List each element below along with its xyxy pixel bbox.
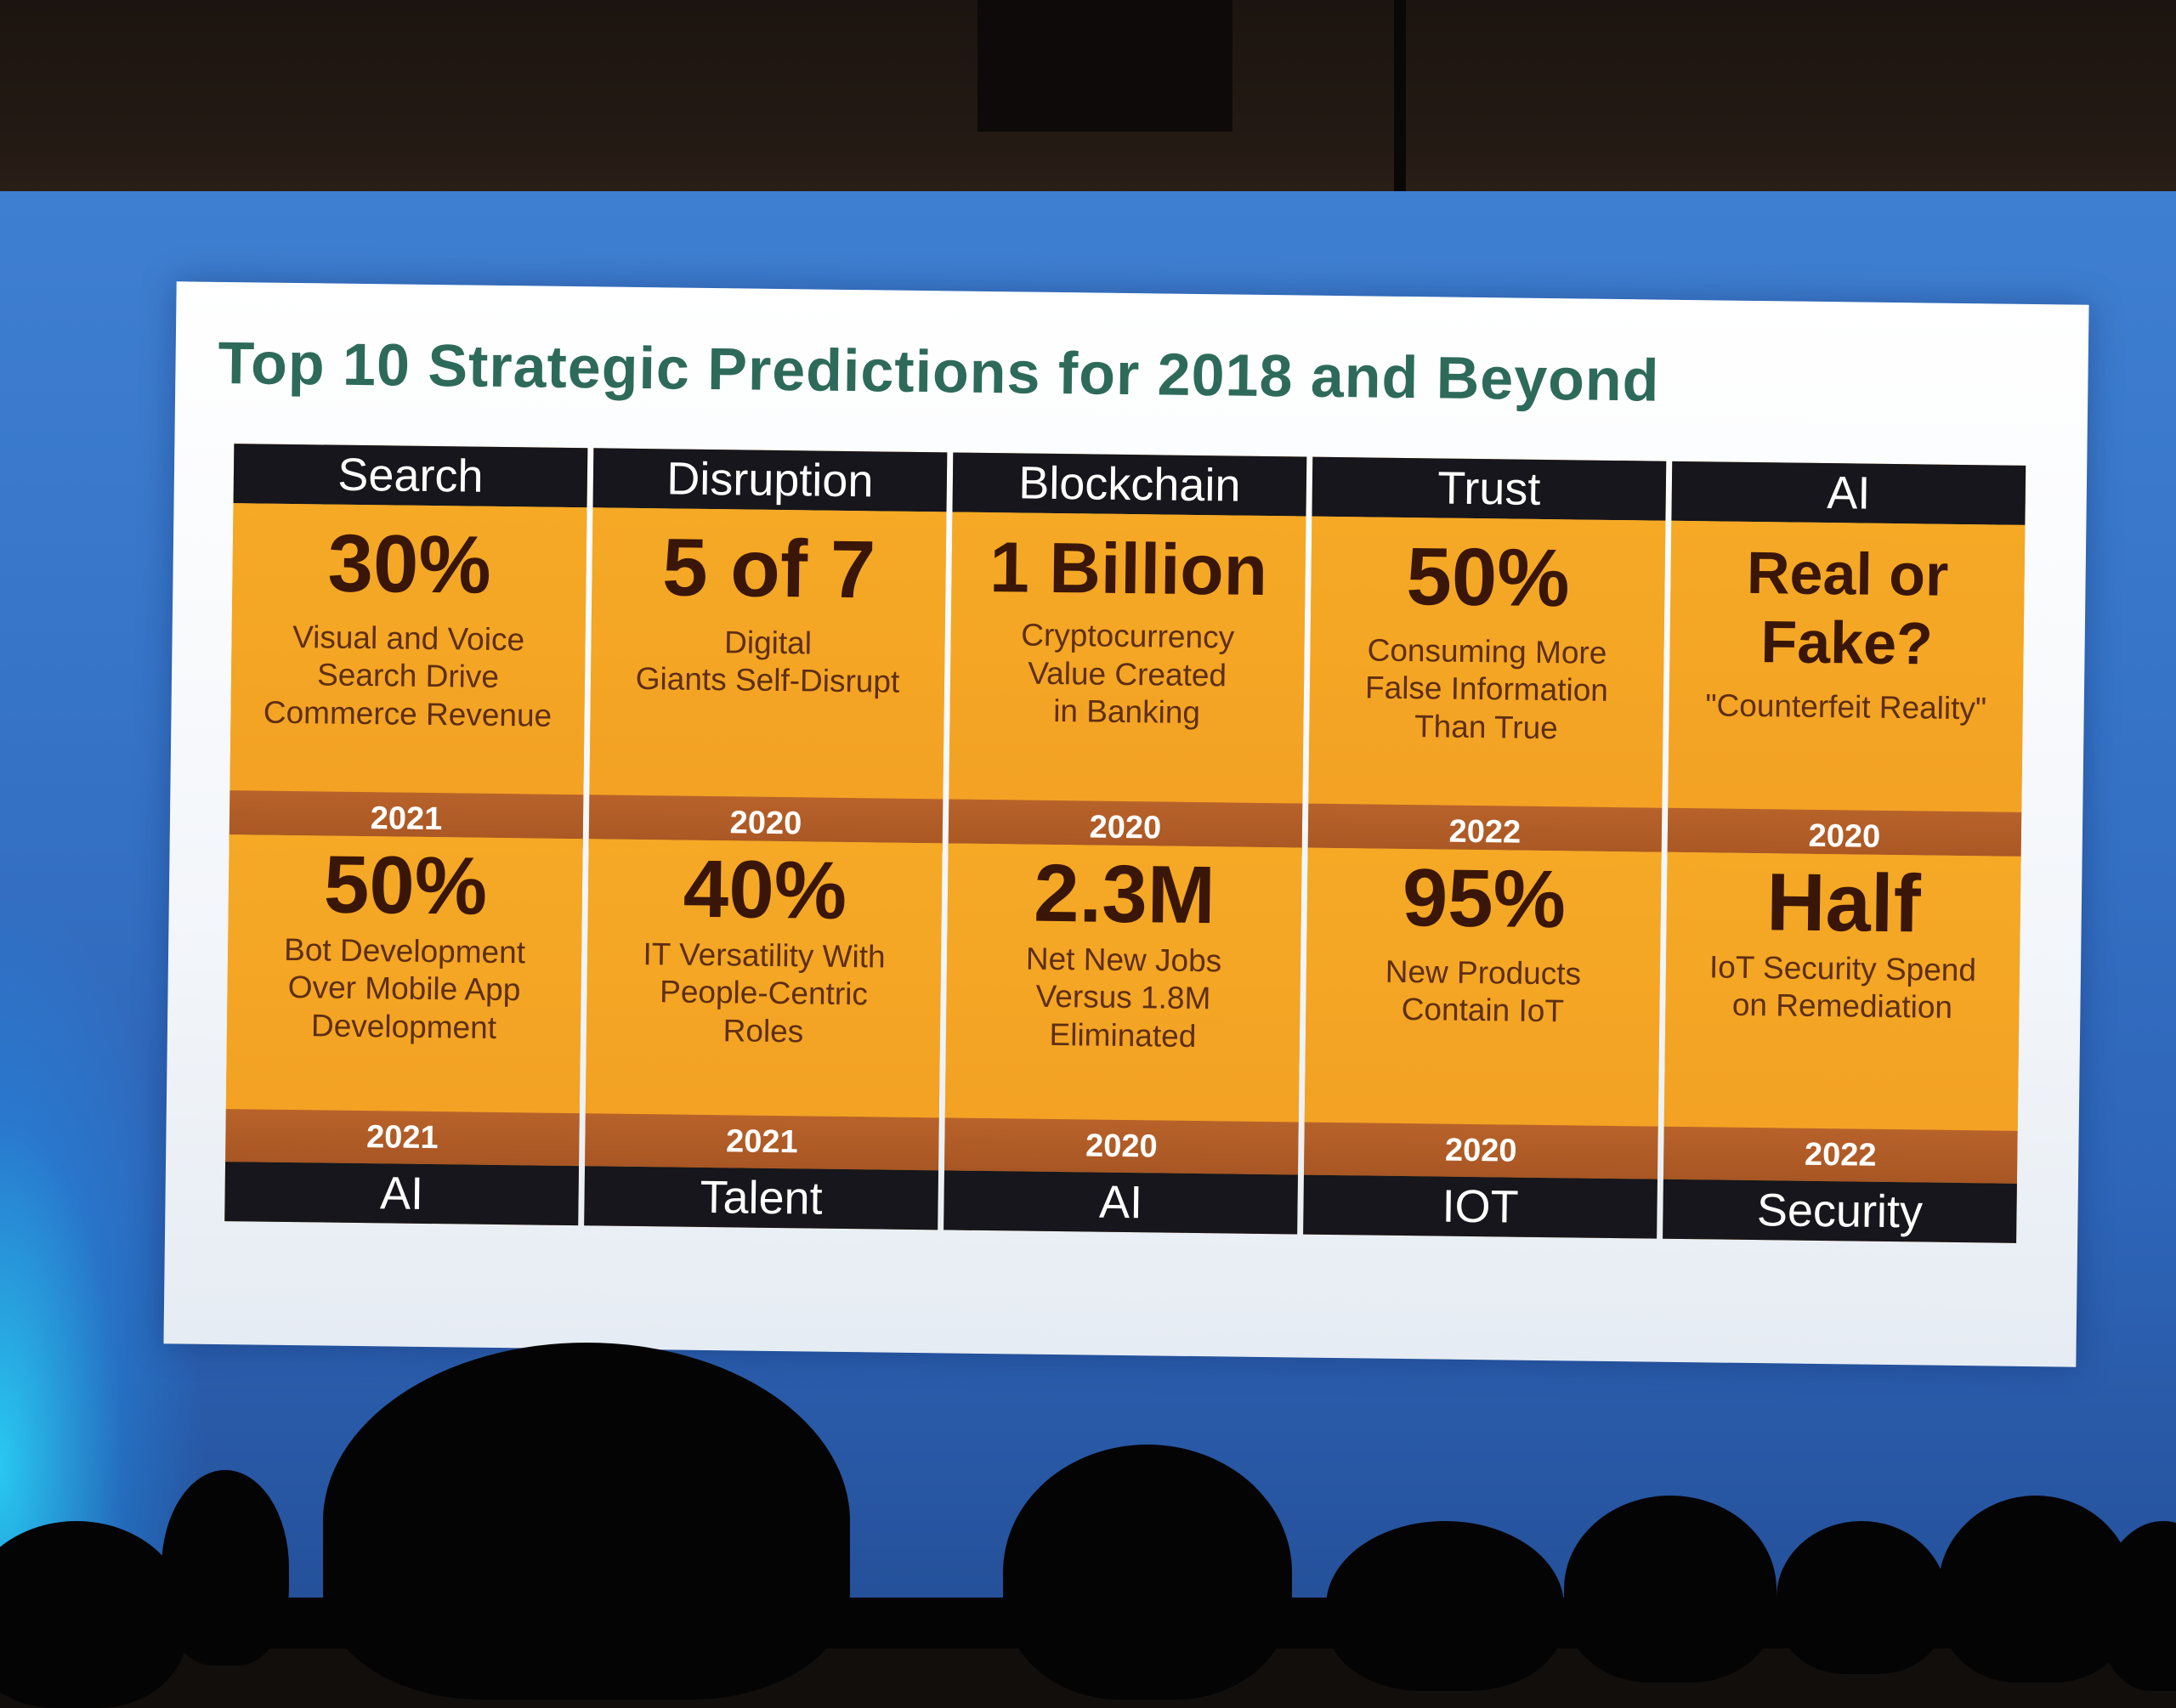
prediction-card-ai-bots: 50% Bot Development Over Mobile App Deve… [224, 834, 583, 1226]
card-category: Blockchain [952, 452, 1307, 517]
card-body: 1 Billion Cryptocurrency Value Created i… [949, 512, 1306, 804]
card-stat: 5 of 7 [661, 522, 876, 616]
card-stat: 50% [1405, 531, 1571, 625]
card-body: 50% Consuming More False Information Tha… [1308, 516, 1666, 808]
prediction-card-trust: Trust 50% Consuming More False Informati… [1307, 456, 1667, 861]
card-description: IoT Security Spend on Remediation [1708, 949, 1977, 1026]
card-category: AI [1671, 461, 2026, 525]
card-description: "Counterfeit Reality" [1705, 687, 1987, 727]
card-body: 5 of 7 Digital Giants Self-Disrupt [589, 507, 947, 800]
card-year: 2021 [225, 1109, 580, 1167]
ceiling [0, 0, 2176, 212]
card-stat: 1 Billion [989, 527, 1268, 611]
card-description: Bot Development Over Mobile App Developm… [283, 931, 526, 1045]
prediction-card-blockchain: Blockchain 1 Billion Cryptocurrency Valu… [948, 452, 1307, 857]
card-description: IT Versatility With People-Centric Roles [643, 936, 886, 1049]
card-description: Net New Jobs Versus 1.8M Eliminated [1025, 941, 1222, 1054]
projected-slide: Top 10 Strategic Predictions for 2018 an… [163, 281, 2089, 1367]
card-description: New Products Contain IoT [1385, 953, 1582, 1029]
prediction-card-ai-jobs: 2.3M Net New Jobs Versus 1.8M Eliminated… [944, 843, 1302, 1235]
card-category: Security [1663, 1179, 2017, 1243]
prediction-card-iot: 95% New Products Contain IoT 2020 IOT [1303, 847, 1662, 1239]
prediction-card-talent: 40% IT Versatility With People-Centric R… [584, 839, 943, 1230]
card-year: 2021 [585, 1113, 939, 1171]
card-year: 2022 [1663, 1126, 2018, 1184]
bottom-prediction-row: 50% Bot Development Over Mobile App Deve… [224, 834, 2022, 1243]
card-description: Digital Giants Self-Disrupt [635, 625, 900, 699]
card-category: Trust [1312, 456, 1667, 521]
card-body: 50% Bot Development Over Mobile App Deve… [225, 834, 583, 1114]
card-year: 2020 [1303, 1122, 1658, 1179]
card-stat: 2.3M [1033, 847, 1216, 942]
card-year: 2020 [944, 1117, 1299, 1175]
prediction-card-disruption: Disruption 5 of 7 Digital Giants Self-Di… [588, 448, 948, 852]
card-body: Half IoT Security Spend on Remediation [1663, 851, 2021, 1131]
card-body: 40% IT Versatility With People-Centric R… [585, 839, 943, 1118]
prediction-card-search: Search 30% Visual and Voice Search Drive… [229, 444, 588, 848]
prediction-card-security: Half IoT Security Spend on Remediation 2… [1663, 851, 2021, 1243]
card-description: Visual and Voice Search Drive Commerce R… [263, 619, 552, 733]
card-stat: 95% [1402, 851, 1567, 946]
card-description: Cryptocurrency Value Created in Banking [1021, 617, 1235, 731]
card-description: Consuming More False Information Than Tr… [1364, 632, 1609, 745]
card-category: Talent [584, 1166, 939, 1230]
card-category: Disruption [592, 448, 948, 512]
ceiling-pole [1394, 0, 1406, 212]
card-body: 2.3M Net New Jobs Versus 1.8M Eliminated [944, 843, 1302, 1123]
prediction-card-ai-real-or-fake: AI Real or Fake? "Counterfeit Reality" 2… [1667, 461, 2026, 865]
card-category: Search [233, 444, 588, 508]
card-category: IOT [1303, 1174, 1658, 1239]
card-category: AI [224, 1162, 580, 1226]
card-stat: 50% [323, 839, 488, 932]
card-stat: 40% [683, 843, 847, 936]
card-stat: 30% [326, 517, 492, 611]
card-category: AI [944, 1170, 1298, 1235]
slide-title: Top 10 Strategic Predictions for 2018 an… [218, 329, 1660, 414]
card-stat: Half [1765, 857, 1922, 950]
card-body: 30% Visual and Voice Search Drive Commer… [230, 503, 587, 795]
top-prediction-row: Search 30% Visual and Voice Search Drive… [229, 444, 2028, 865]
card-body: Real or Fake? "Counterfeit Reality" [1668, 520, 2026, 812]
card-body: 95% New Products Contain IoT [1304, 847, 1662, 1127]
card-stat: Real or Fake? [1746, 539, 1949, 677]
ceiling-fixture [978, 0, 1232, 132]
